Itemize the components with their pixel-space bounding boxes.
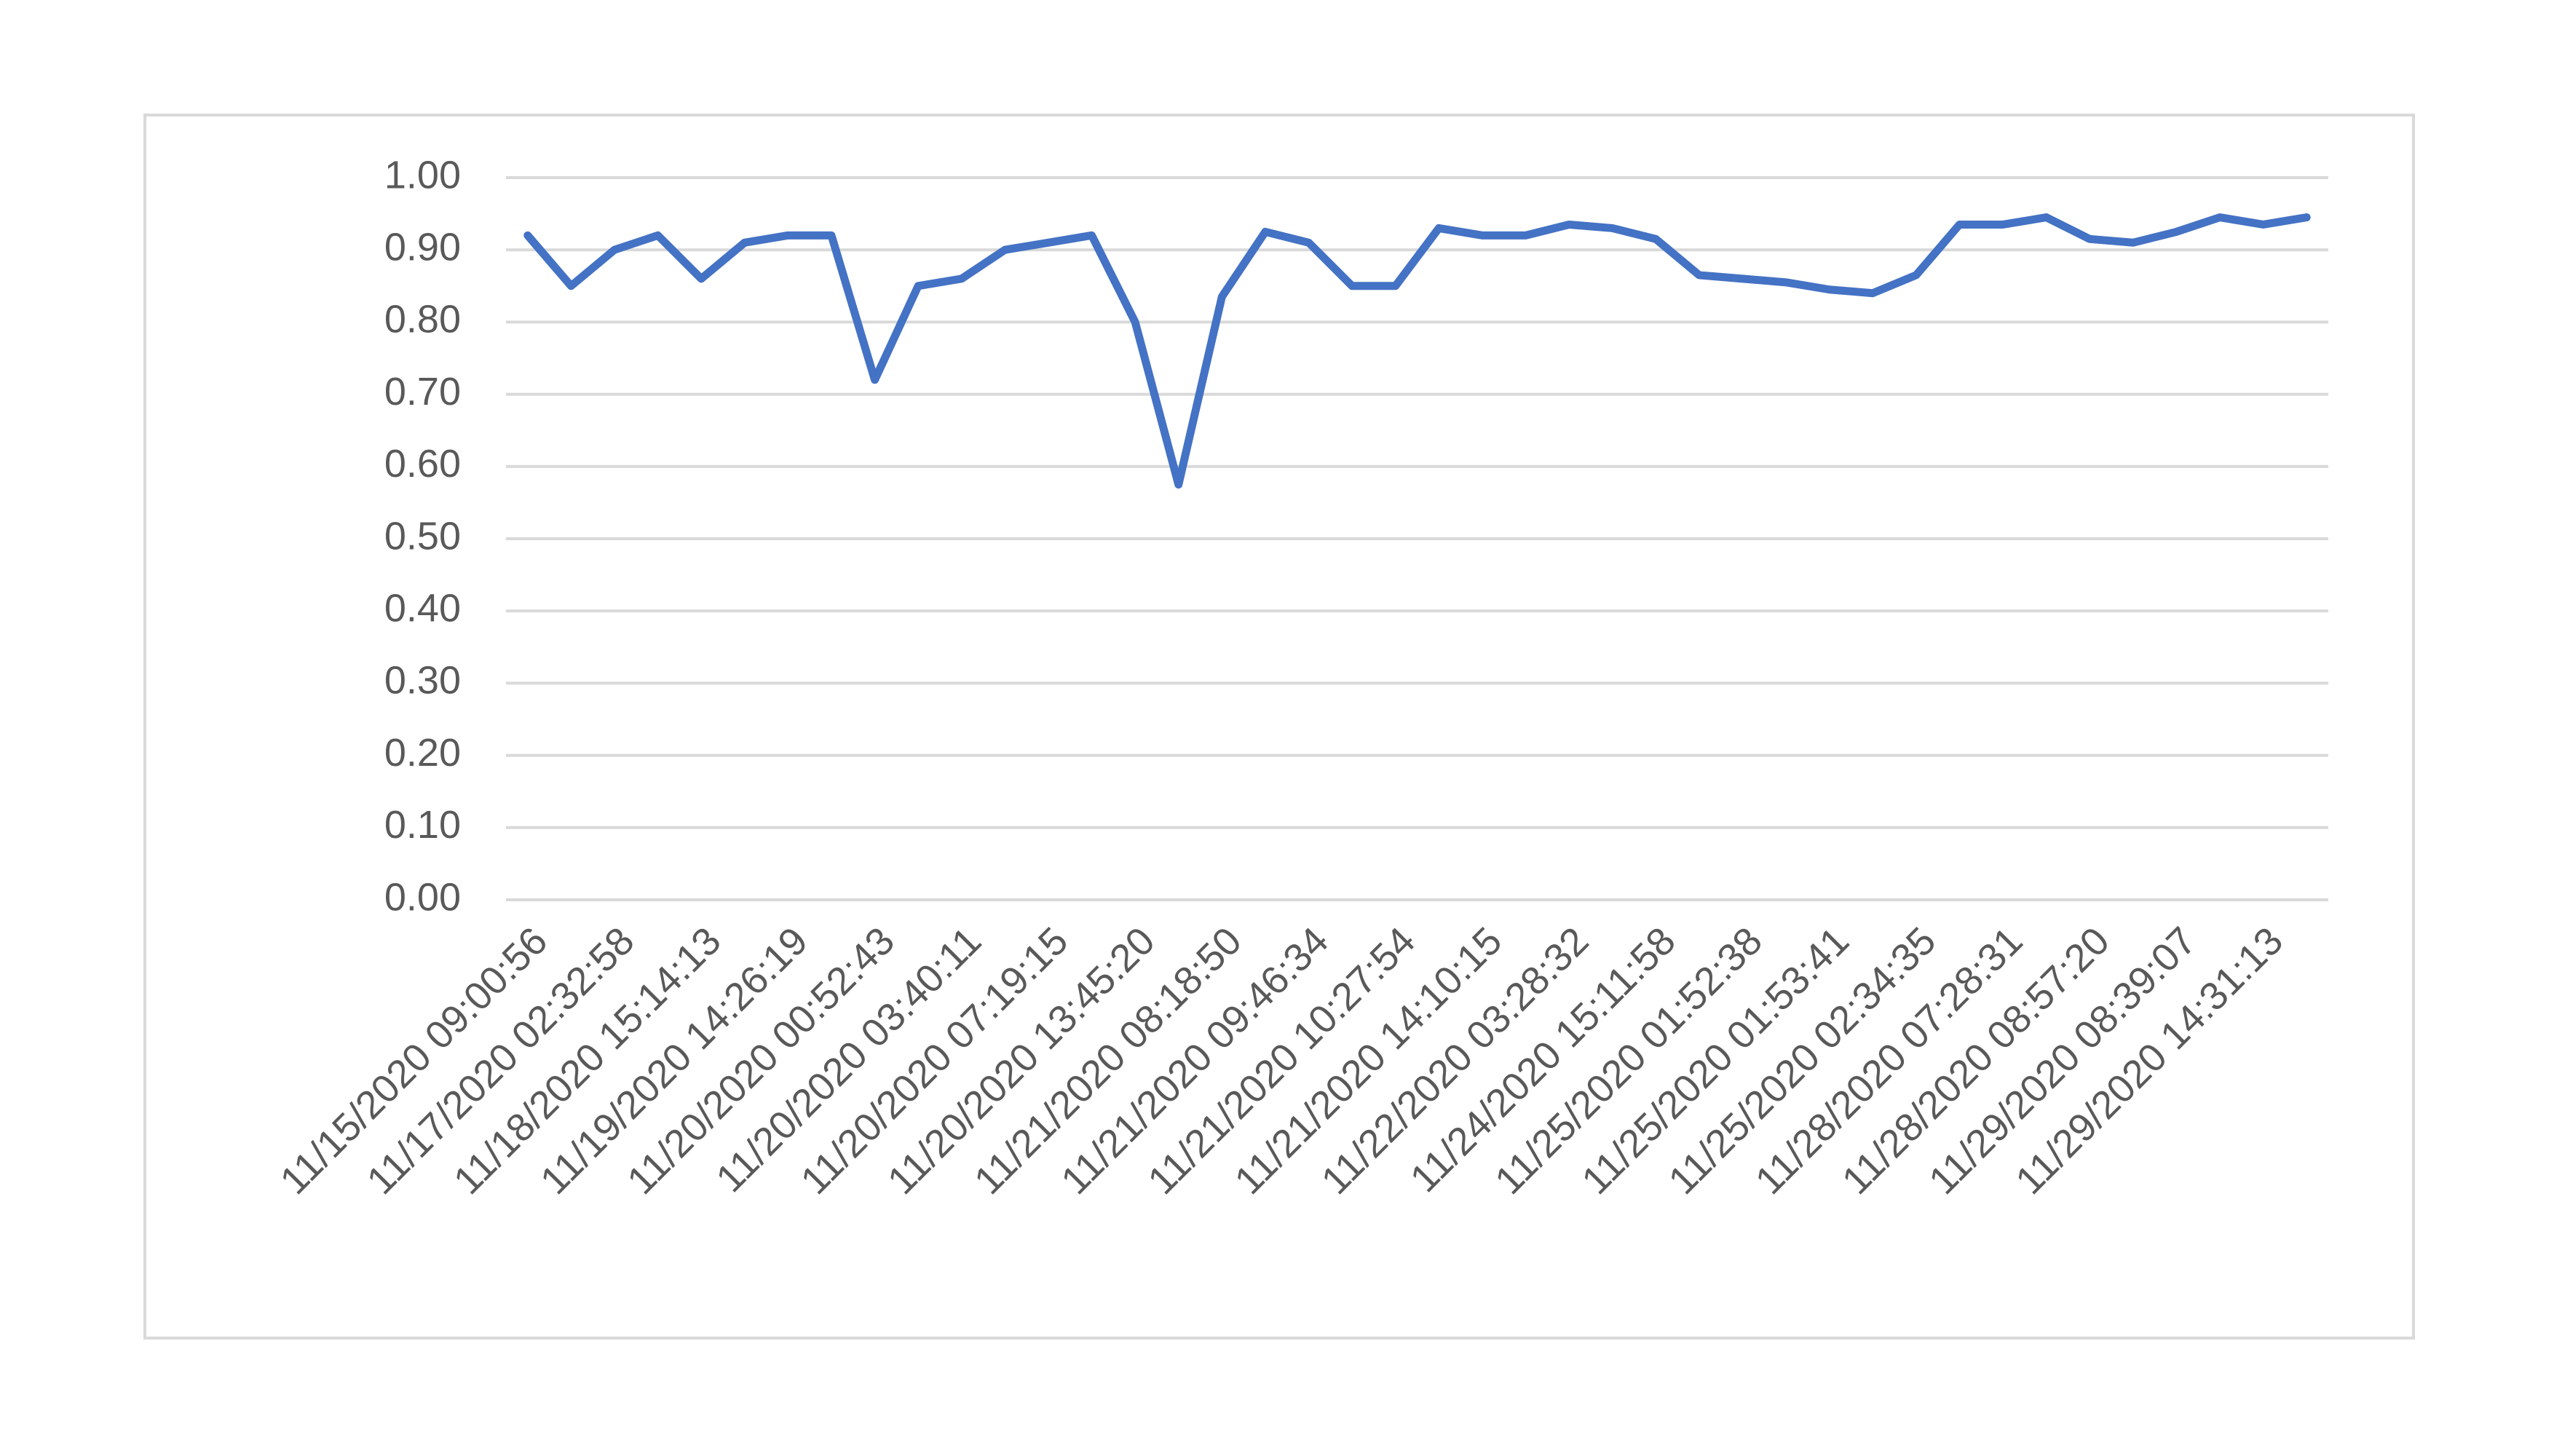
y-tick-label: 0.00	[384, 875, 461, 919]
y-tick-label: 1.00	[384, 153, 461, 197]
y-tick-label: 0.80	[384, 298, 461, 341]
y-tick-label: 0.30	[384, 659, 461, 703]
y-tick-label: 0.20	[384, 731, 461, 775]
y-tick-label: 0.70	[384, 370, 461, 414]
y-tick-label: 0.40	[384, 586, 461, 630]
y-tick-label: 0.90	[384, 225, 461, 269]
data-line	[523, 213, 2311, 489]
y-tick-label: 0.10	[384, 803, 461, 847]
y-tick-label: 0.60	[384, 442, 461, 486]
chart-border	[143, 114, 2415, 1340]
y-tick-label: 0.50	[384, 514, 461, 558]
